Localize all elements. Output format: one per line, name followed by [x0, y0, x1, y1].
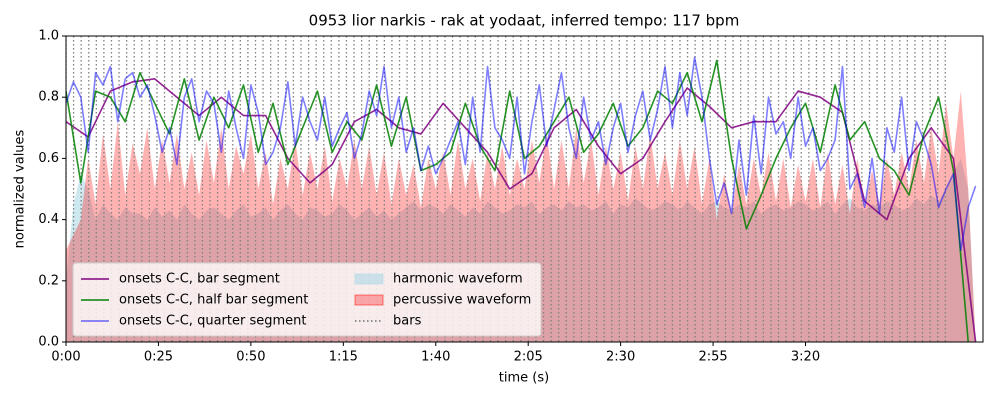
- legend-label: onsets C-C, half bar segment: [119, 293, 308, 308]
- chart-title: 0953 lior narkis - rak at yodaat, inferr…: [309, 12, 740, 30]
- legend-swatch: [354, 294, 384, 306]
- x-tick-label: 2:55: [698, 350, 727, 365]
- legend-label: onsets C-C, bar segment: [119, 272, 280, 287]
- legend-label: percussive waveform: [393, 293, 531, 308]
- y-tick-label: 0.8: [38, 90, 59, 105]
- y-tick-label: 0.6: [38, 151, 59, 166]
- x-tick-label: 0:25: [144, 350, 173, 365]
- legend-label: onsets C-C, quarter segment: [119, 314, 306, 329]
- x-tick-label: 0:00: [51, 350, 80, 365]
- axes-frame: [65, 35, 984, 343]
- x-tick-label: 2:05: [514, 350, 543, 365]
- x-tick-label: 2:30: [606, 350, 635, 365]
- legend-frame: [72, 262, 542, 337]
- y-tick-label: 0.0: [38, 335, 59, 350]
- legend: onsets C-C, bar segment onsets C-C, half …: [72, 262, 542, 337]
- y-axis-label: normalized values: [13, 129, 28, 248]
- legend-swatch: [354, 273, 384, 285]
- x-tick-label: 1:15: [329, 350, 358, 365]
- onset-line: [66, 78, 977, 342]
- x-tick-label: 3:20: [791, 350, 820, 365]
- onset-line: [66, 56, 977, 251]
- y-tick-label: 1.0: [38, 29, 59, 44]
- legend-label: harmonic waveform: [393, 272, 523, 287]
- x-tick-label: 0:50: [236, 350, 265, 365]
- x-axis-label: time (s): [499, 371, 549, 386]
- x-tick-label: 1:40: [421, 350, 450, 365]
- y-tick-label: 0.2: [38, 273, 59, 288]
- y-tick-label: 0.4: [38, 212, 59, 227]
- onset-line: [66, 59, 970, 342]
- legend-label: bars: [393, 314, 422, 329]
